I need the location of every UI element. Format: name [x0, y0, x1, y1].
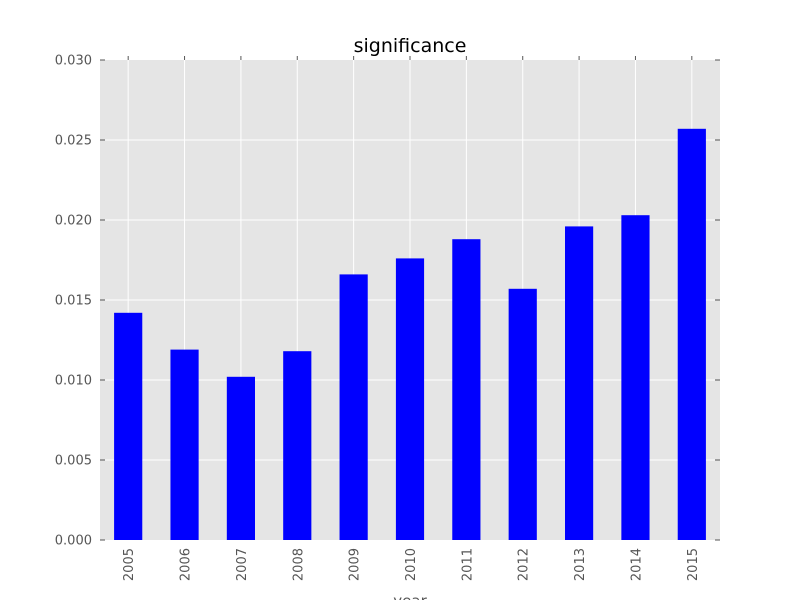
bar-2010	[395, 258, 425, 540]
x-tick-label: 2015	[686, 548, 701, 581]
y-tick-label: 0.025	[55, 134, 92, 149]
x-tick-labels: 2005 2006 2007 2008 2009 2010 2011 2012 2013 2014…	[122, 548, 701, 581]
x-tick-label: 2012	[517, 548, 532, 581]
bar-2014	[621, 215, 650, 540]
bar-2008	[283, 351, 312, 540]
y-tick-label: 0.010	[55, 374, 92, 389]
bar-2012	[508, 288, 537, 540]
bars	[114, 128, 706, 541]
x-tick-label: 2007	[235, 548, 250, 581]
axis-ticks	[100, 56, 720, 541]
x-tick-label: 2009	[348, 548, 363, 581]
y-tick-label: 0.015	[55, 294, 92, 309]
y-tick-label: 0.005	[55, 454, 92, 469]
y-tick-label: 0.000	[55, 534, 92, 549]
x-tick-label: 2005	[122, 548, 137, 581]
bar-2006	[170, 349, 199, 540]
bar-2015	[677, 128, 706, 541]
x-tick-label: 2014	[629, 548, 644, 581]
x-tick-label: 2013	[573, 548, 588, 581]
x-tick-label: 2011	[460, 548, 475, 581]
bar-2007	[226, 376, 255, 540]
bar-2005	[114, 312, 143, 540]
y-tick-label: 0.030	[55, 54, 92, 69]
y-tick-labels: 0.000 0.005 0.010 0.015 0.020 0.025 0.030	[55, 54, 92, 549]
chart-title: significance	[354, 35, 467, 57]
y-tick-label: 0.020	[55, 214, 92, 229]
x-tick-label: 2006	[179, 548, 194, 581]
bar-2011	[452, 239, 481, 540]
bar-2009	[339, 274, 368, 540]
bar-2013	[565, 226, 594, 540]
x-tick-label: 2010	[404, 548, 419, 581]
x-tick-label: 2008	[291, 548, 306, 581]
x-axis-label: year	[393, 592, 427, 600]
